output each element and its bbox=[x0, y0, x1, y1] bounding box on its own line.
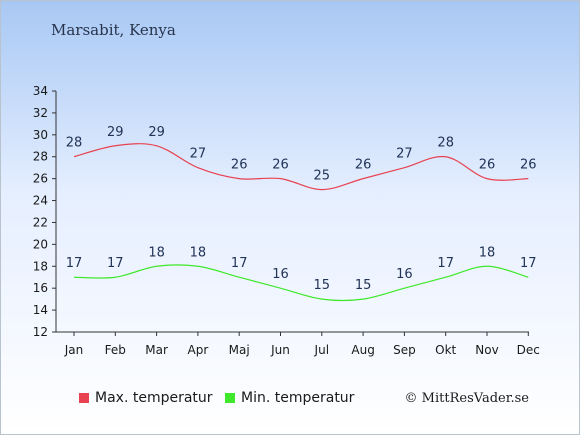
y-tick-label: 14 bbox=[33, 303, 48, 317]
min-temperature-label: 17 bbox=[66, 256, 83, 271]
max-temperature-line bbox=[73, 143, 529, 191]
max-temperature-label: 27 bbox=[396, 147, 413, 162]
x-tick-label: Okt bbox=[435, 343, 456, 357]
max-temperature-label: 26 bbox=[272, 158, 289, 173]
x-tick-label: Maj bbox=[229, 343, 250, 357]
y-tick-label: 32 bbox=[33, 106, 48, 120]
x-tick-label: Dec bbox=[517, 343, 540, 357]
x-tick-label: Apr bbox=[188, 343, 209, 357]
min-temperature-label: 18 bbox=[190, 245, 207, 260]
y-tick-label: 18 bbox=[33, 259, 48, 273]
max-temperature-label: 26 bbox=[231, 158, 248, 173]
max-temperature-label: 29 bbox=[107, 125, 124, 140]
legend-label-min: Min. temperatur bbox=[241, 390, 355, 406]
y-tick-label: 16 bbox=[33, 281, 48, 295]
y-tick-label: 24 bbox=[33, 194, 48, 208]
max-temperature-label: 26 bbox=[355, 158, 372, 173]
min-temperature-line bbox=[73, 264, 529, 302]
max-temperature-label: 28 bbox=[66, 136, 83, 151]
x-tick-label: Nov bbox=[475, 343, 498, 357]
y-tick-label: 30 bbox=[33, 128, 48, 142]
min-temperature-label: 17 bbox=[107, 256, 124, 271]
min-temperature-label: 17 bbox=[520, 256, 537, 271]
max-temperature-label: 28 bbox=[437, 136, 454, 151]
min-temperature-label: 17 bbox=[437, 256, 454, 271]
x-tick-label: Mar bbox=[145, 343, 168, 357]
y-tick-label: 28 bbox=[33, 150, 48, 164]
x-tick-label: Aug bbox=[351, 343, 374, 357]
max-temperature-label: 27 bbox=[190, 147, 207, 162]
y-tick-label: 26 bbox=[33, 172, 48, 186]
min-temperature-label: 16 bbox=[396, 267, 413, 282]
y-tick-label: 12 bbox=[33, 325, 48, 339]
y-tick-label: 34 bbox=[33, 84, 48, 98]
x-tick-label: Jan bbox=[64, 343, 84, 357]
max-temperature-label: 26 bbox=[479, 158, 496, 173]
chart-title: Marsabit, Kenya bbox=[51, 21, 176, 39]
min-temperature-label: 15 bbox=[314, 278, 331, 293]
credit-text: © MittResVader.se bbox=[404, 391, 529, 406]
legend-swatch-min bbox=[225, 393, 235, 403]
legend-label-max: Max. temperatur bbox=[95, 390, 213, 406]
legend-swatch-max bbox=[79, 393, 89, 403]
x-tick-label: Jun bbox=[270, 343, 290, 357]
y-tick-label: 20 bbox=[33, 237, 48, 251]
max-temperature-label: 25 bbox=[314, 169, 331, 184]
min-temperature-label: 18 bbox=[479, 245, 496, 260]
min-temperature-label: 18 bbox=[148, 245, 165, 260]
legend-item-min: Min. temperatur bbox=[225, 390, 354, 406]
max-temperature-label: 29 bbox=[148, 125, 165, 140]
y-tick-label: 22 bbox=[33, 215, 48, 229]
legend-item-max: Max. temperatur bbox=[79, 390, 213, 406]
max-temperature-label: 26 bbox=[520, 158, 537, 173]
x-tick-label: Sep bbox=[393, 343, 416, 357]
min-temperature-label: 16 bbox=[272, 267, 289, 282]
x-tick-label: Feb bbox=[105, 343, 126, 357]
min-temperature-label: 17 bbox=[231, 256, 248, 271]
min-temperature-label: 15 bbox=[355, 278, 372, 293]
x-tick-label: Jul bbox=[314, 343, 329, 357]
